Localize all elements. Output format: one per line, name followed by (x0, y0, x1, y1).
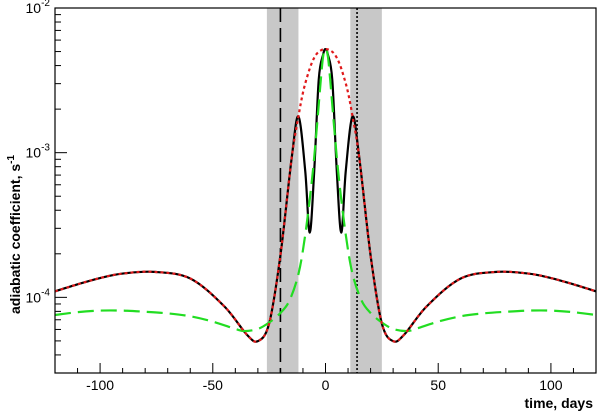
y-tick-base: 10 (26, 289, 42, 305)
x-tick-label: -100 (86, 377, 114, 393)
y-tick-base: 10 (26, 0, 42, 16)
y-axis-title-exponent: -1 (6, 154, 17, 163)
y-tick-exponent: -4 (41, 287, 50, 298)
y-axis-title-text: adiabatic coefficient, s (7, 164, 23, 314)
y-tick-label: 10-4 (26, 287, 51, 305)
y-tick-exponent: -3 (41, 143, 50, 154)
y-tick-base: 10 (26, 145, 42, 161)
y-tick-exponent: -2 (41, 0, 50, 9)
series-line-black-solid (55, 47, 596, 343)
x-axis-ticks: -100 -50 0 50 100 (54, 363, 597, 393)
shaded-band-1 (266, 8, 299, 373)
x-tick-label: 0 (322, 377, 330, 393)
x-tick-label: -50 (203, 377, 223, 393)
y-axis-title: adiabatic coefficient, s-1 (6, 154, 23, 314)
x-tick-label: 100 (539, 377, 563, 393)
x-tick-label: 50 (430, 377, 446, 393)
shaded-band-2 (350, 8, 382, 373)
series-line-green-long-dash (55, 47, 596, 333)
y-axis-ticks: 10-410-310-2 (26, 0, 67, 374)
y-tick-label: 10-2 (26, 0, 51, 16)
y-tick-label: 10-3 (26, 143, 51, 161)
series-line-red-dotted (55, 47, 596, 343)
data-series (55, 47, 596, 343)
x-axis-title: time, days (525, 395, 594, 411)
